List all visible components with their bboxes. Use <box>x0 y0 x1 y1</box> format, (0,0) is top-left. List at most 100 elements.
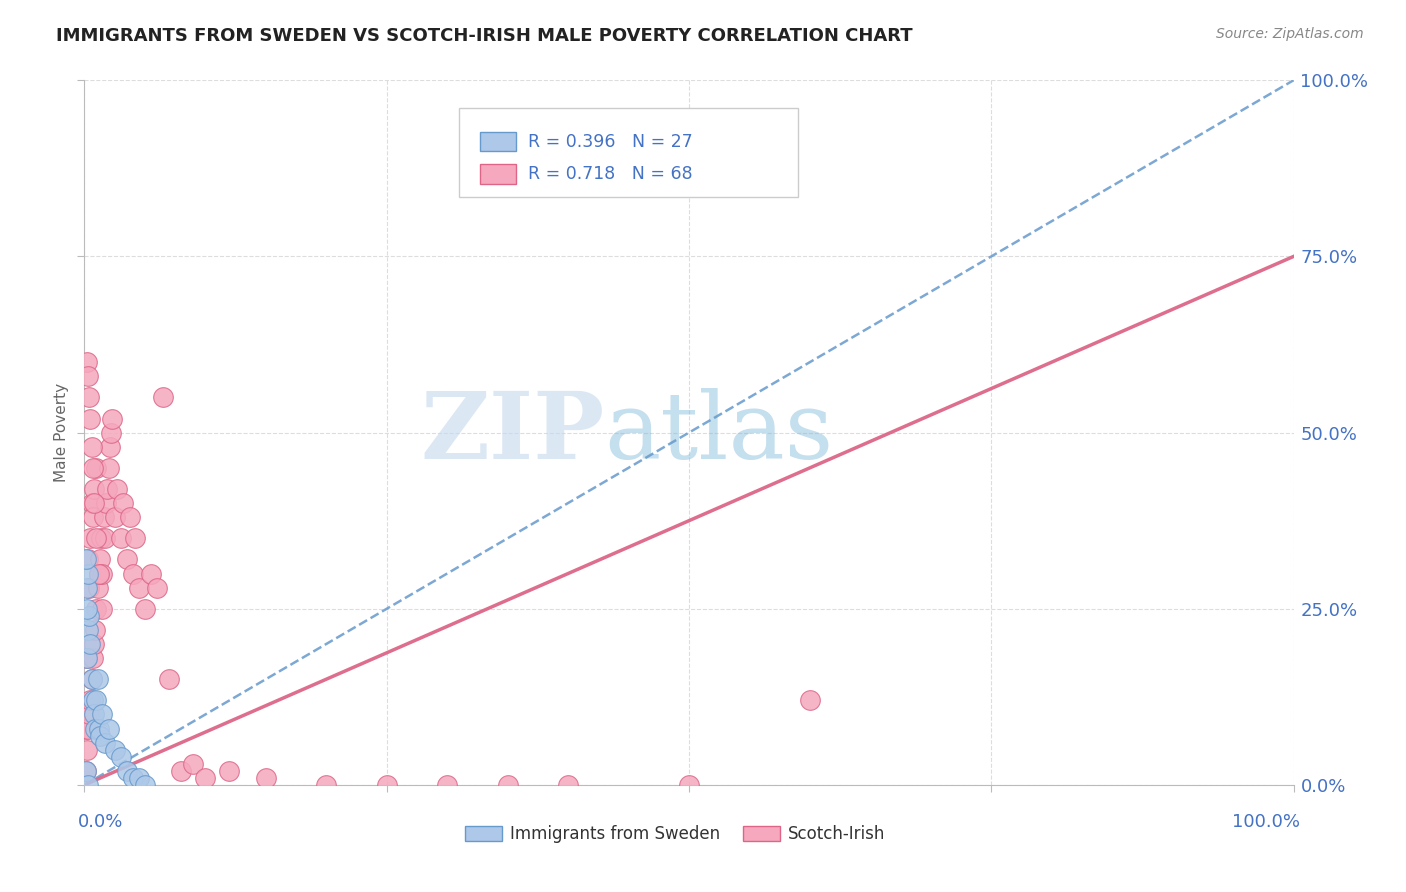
Point <box>91 707 114 722</box>
Point <box>152 391 174 405</box>
Point <box>98 440 121 454</box>
Point <box>94 496 117 510</box>
Point <box>79 637 101 651</box>
Point <box>76 355 98 369</box>
Point <box>84 623 107 637</box>
Point <box>76 601 98 615</box>
Point <box>557 778 579 792</box>
Point <box>87 566 110 581</box>
Point <box>86 581 108 595</box>
Point <box>79 411 101 425</box>
Text: R = 0.718   N = 68: R = 0.718 N = 68 <box>529 165 693 183</box>
Point <box>75 764 97 778</box>
Point <box>83 707 105 722</box>
Point <box>104 742 127 756</box>
Text: R = 0.396   N = 27: R = 0.396 N = 27 <box>529 133 693 151</box>
Text: Immigrants from Sweden: Immigrants from Sweden <box>510 824 720 843</box>
Point <box>120 510 142 524</box>
Point <box>91 566 114 581</box>
Point <box>89 552 111 566</box>
Point <box>77 707 100 722</box>
Point <box>94 532 117 546</box>
Point <box>799 693 821 707</box>
Point <box>218 764 240 778</box>
Point <box>128 581 150 595</box>
Point <box>86 460 108 475</box>
Point <box>89 729 111 743</box>
Point <box>77 369 100 384</box>
Point <box>375 778 398 792</box>
Point <box>77 623 100 637</box>
Point <box>79 532 101 546</box>
Point <box>76 651 98 665</box>
Point <box>75 722 97 736</box>
Point <box>91 601 114 615</box>
Point <box>110 532 132 546</box>
Point <box>678 778 700 792</box>
Y-axis label: Male Poverty: Male Poverty <box>53 383 69 483</box>
Point <box>87 722 110 736</box>
Point <box>86 693 108 707</box>
Point <box>134 778 156 792</box>
Point <box>97 460 120 475</box>
Point <box>181 756 204 771</box>
Point <box>101 411 124 425</box>
Point <box>86 601 108 615</box>
Point <box>76 581 98 595</box>
Point <box>124 532 146 546</box>
Point <box>83 496 105 510</box>
Point <box>97 722 120 736</box>
Point <box>82 693 104 707</box>
Point <box>80 673 103 687</box>
Point <box>83 482 105 496</box>
Point <box>86 532 108 546</box>
Point <box>77 581 100 595</box>
Point <box>77 552 100 566</box>
Point <box>77 722 100 736</box>
Text: Scotch-Irish: Scotch-Irish <box>789 824 886 843</box>
Point <box>77 566 100 581</box>
Bar <box>479 132 516 152</box>
Bar <box>744 826 780 841</box>
Point <box>100 425 122 440</box>
Point <box>75 552 97 566</box>
Point <box>128 771 150 785</box>
Point <box>105 482 128 496</box>
Point <box>79 693 101 707</box>
Point <box>110 749 132 764</box>
Point <box>82 510 104 524</box>
Point <box>134 601 156 615</box>
Point <box>104 510 127 524</box>
Point <box>82 460 104 475</box>
Point <box>77 778 100 792</box>
Point <box>157 673 180 687</box>
Point <box>115 552 138 566</box>
Point <box>84 722 107 736</box>
Point <box>82 651 104 665</box>
Point <box>194 771 217 785</box>
Point <box>76 742 98 756</box>
Point <box>112 496 135 510</box>
Text: ZIP: ZIP <box>420 388 605 477</box>
Point <box>436 778 458 792</box>
Point <box>77 391 100 405</box>
Point <box>139 566 162 581</box>
Point <box>170 764 193 778</box>
Point <box>146 581 169 595</box>
Point <box>75 764 97 778</box>
Point <box>115 764 138 778</box>
Text: 100.0%: 100.0% <box>1232 814 1299 831</box>
Point <box>77 608 100 623</box>
Point <box>315 778 337 792</box>
Point <box>90 532 112 546</box>
Point <box>121 566 143 581</box>
Point <box>87 566 110 581</box>
Point <box>83 637 105 651</box>
FancyBboxPatch shape <box>460 109 797 196</box>
Text: 0.0%: 0.0% <box>79 814 124 831</box>
Point <box>80 673 103 687</box>
Point <box>121 771 143 785</box>
Point <box>96 482 118 496</box>
Point <box>94 736 117 750</box>
Point <box>93 510 115 524</box>
